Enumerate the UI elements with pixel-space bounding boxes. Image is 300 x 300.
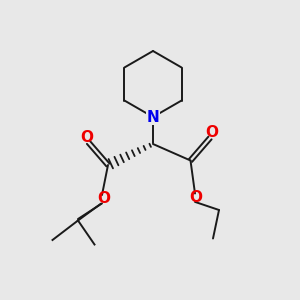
Text: O: O [97,191,110,206]
Text: O: O [80,130,94,145]
Text: N: N [147,110,159,124]
Text: O: O [205,125,218,140]
Text: O: O [189,190,202,205]
